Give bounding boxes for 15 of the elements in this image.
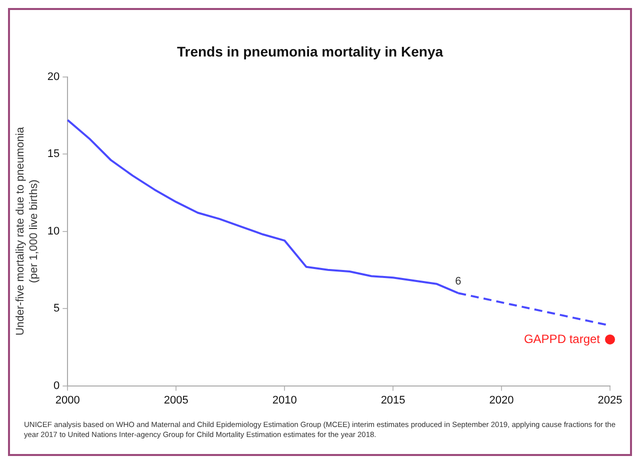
y-tick-label: 0 [54, 380, 60, 392]
chart-title: Trends in pneumonia mortality in Kenya [176, 43, 444, 60]
x-tick-label: 2020 [489, 394, 514, 406]
x-tick-label: 2010 [272, 394, 297, 406]
x-tick-label: 2025 [598, 394, 622, 406]
data-label: 6 [455, 276, 462, 288]
x-tick-label: 2005 [164, 394, 188, 406]
series-label: GAPPD target [524, 332, 601, 346]
y-tick-label: 10 [47, 225, 60, 238]
y-tick-label: 5 [54, 302, 60, 315]
x-tick-label: 2000 [55, 394, 80, 406]
x-tick-label: 2015 [380, 394, 406, 406]
y-axis-title: Under-five mortality rate due to pneumonia (per 1,000 live births) [14, 126, 40, 336]
y-tick-label: 15 [47, 148, 60, 160]
y-tick-label: 20 [47, 70, 60, 83]
